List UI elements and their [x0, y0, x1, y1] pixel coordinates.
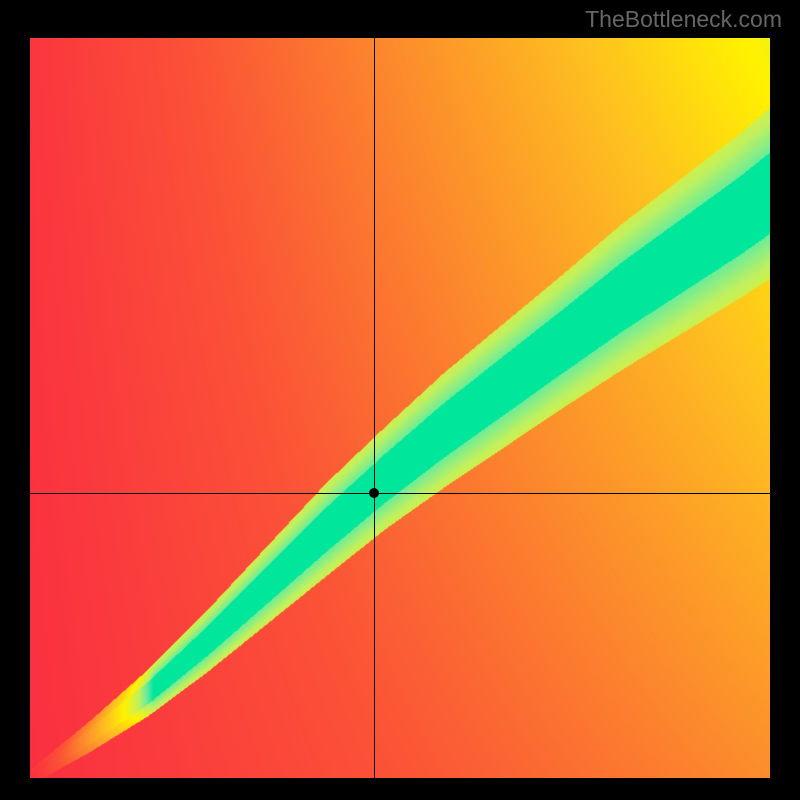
- data-point-marker: [369, 488, 379, 498]
- heatmap-canvas: [30, 38, 770, 778]
- watermark-text: TheBottleneck.com: [585, 6, 782, 33]
- crosshair-vertical: [374, 38, 375, 778]
- heatmap-chart: [30, 38, 770, 778]
- crosshair-horizontal: [30, 493, 770, 494]
